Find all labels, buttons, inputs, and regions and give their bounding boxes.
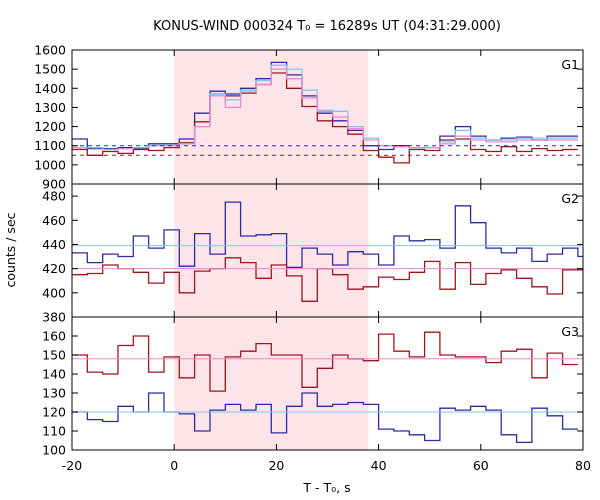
y-tick-label: 160	[42, 329, 66, 344]
series-darkred-step-2	[72, 72, 578, 164]
x-tick-label: 80	[575, 458, 591, 473]
y-tick-label: 1000	[34, 157, 66, 172]
y-tick-label: 900	[42, 177, 66, 192]
panels: 9001000110012001300140015001600G13804004…	[34, 43, 591, 474]
chart-title: KONUS-WIND 000324 T₀ = 16289s UT (04:31:…	[153, 19, 501, 34]
panel-label: G1	[561, 57, 579, 72]
shaded-interval	[174, 184, 369, 317]
series-blue-step-1	[72, 201, 583, 269]
panel-label: G3	[561, 324, 579, 339]
y-axis-label: counts / sec	[3, 212, 18, 287]
panel-g2: 380 400 420 440 460 480 G2	[42, 183, 584, 325]
y-tick-label: 1200	[34, 119, 66, 134]
y-tick-label: 1300	[34, 100, 66, 115]
y-tick-label: 1500	[34, 62, 66, 77]
y-tick-label: 460	[42, 213, 66, 228]
x-tick-label: 40	[371, 458, 387, 473]
y-tick-label: 120	[42, 405, 66, 420]
y-tick-label: 1400	[34, 81, 66, 96]
y-tick-label: 110	[42, 424, 66, 439]
series-darkred-step-1	[72, 331, 578, 392]
y-tick-label: 480	[42, 189, 66, 204]
x-tick-label: 0	[170, 458, 178, 473]
panel-frame	[71, 316, 584, 451]
y-tick-label: 130	[42, 386, 66, 401]
x-tick-label: -20	[62, 458, 82, 473]
series-pink-step-4	[72, 68, 578, 151]
x-axis: -20 0 20 40 60 80	[62, 458, 591, 473]
y-tick-label: 100	[42, 443, 66, 458]
y-tick-label: 150	[42, 348, 66, 363]
panel-g1: 900 1000 1100 1200 1300 1400 1500 1600 G1	[34, 43, 584, 192]
panel-label: G2	[561, 191, 579, 206]
y-tick-label: 440	[42, 237, 66, 252]
x-tick-label: 60	[473, 458, 489, 473]
y-tick-label: 380	[42, 310, 66, 325]
x-axis-label: T - T₀, s	[302, 480, 350, 495]
x-tick-label: 20	[268, 458, 284, 473]
y-tick-label: 140	[42, 367, 66, 382]
panel-g3: 100 110 120 130 140 150 160 G3	[42, 316, 584, 458]
y-tick-label: 1100	[34, 138, 66, 153]
y-tick-label: 1600	[34, 43, 66, 58]
y-tick-label: 400	[42, 285, 66, 300]
y-tick-label: 420	[42, 261, 66, 276]
series-blue-step-2	[72, 392, 578, 444]
